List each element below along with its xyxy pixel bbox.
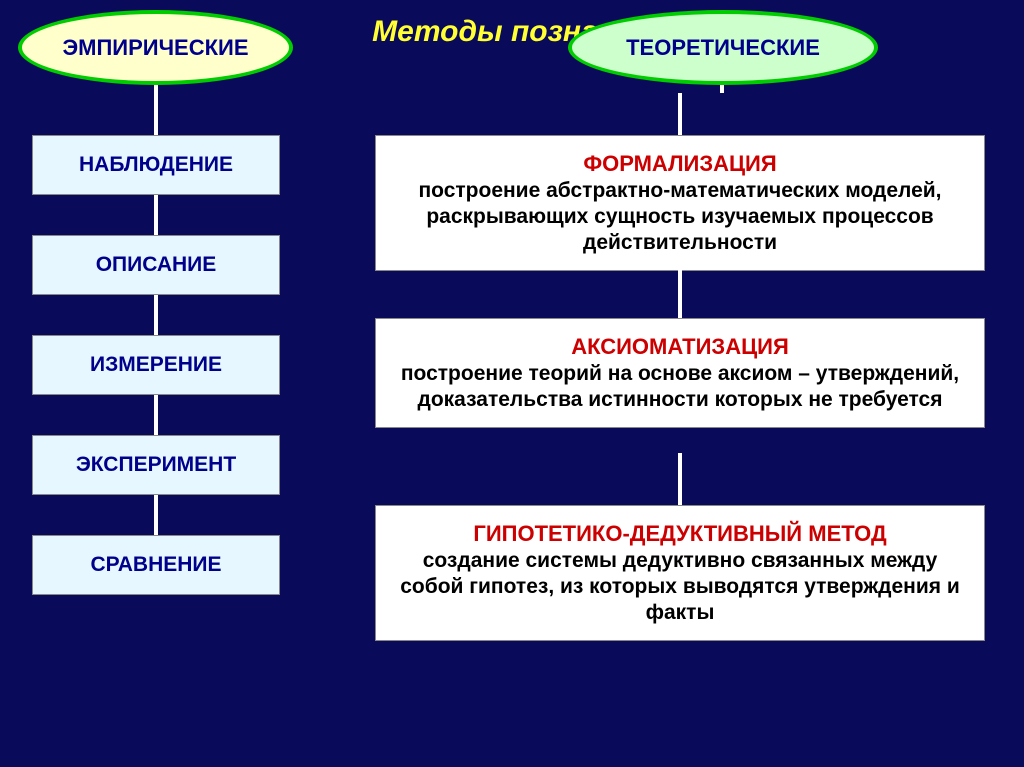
theoretical-box-0: ФОРМАЛИЗАЦИЯпостроение абстрактно-матема… [375,135,985,271]
empirical-box-4: СРАВНЕНИЕ [32,535,280,595]
theoretical-ellipse: ТЕОРЕТИЧЕСКИЕ [568,10,878,85]
connector-left-2 [154,295,158,335]
empirical-box-0: НАБЛЮДЕНИЕ [32,135,280,195]
empirical-box-1: ОПИСАНИЕ [32,235,280,295]
connector-left-3 [154,395,158,435]
connector-left-0 [154,93,158,135]
theoretical-desc-2: создание системы дедуктивно связанных ме… [396,548,964,627]
theoretical-desc-0: построение абстрактно-математических мод… [396,178,964,257]
theoretical-ellipse-label: ТЕОРЕТИЧЕСКИЕ [626,35,820,61]
connector-right-2 [678,453,682,505]
empirical-ellipse-label: ЭМПИРИЧЕСКИЕ [62,35,248,61]
connector-right-0 [678,93,682,135]
connector-left-1 [154,195,158,235]
stem-left [154,85,158,93]
theoretical-desc-1: построение теорий на основе аксиом – утв… [396,361,964,414]
theoretical-title-0: ФОРМАЛИЗАЦИЯ [396,150,964,178]
empirical-box-3: ЭКСПЕРИМЕНТ [32,435,280,495]
connector-right-1 [678,270,682,318]
connector-left-4 [154,495,158,535]
theoretical-box-1: АКСИОМАТИЗАЦИЯпостроение теорий на основ… [375,318,985,428]
empirical-box-2: ИЗМЕРЕНИЕ [32,335,280,395]
stem-right [720,85,724,93]
theoretical-title-2: ГИПОТЕТИКО-ДЕДУКТИВНЫЙ МЕТОД [396,520,964,548]
theoretical-box-2: ГИПОТЕТИКО-ДЕДУКТИВНЫЙ МЕТОДсоздание сис… [375,505,985,641]
theoretical-title-1: АКСИОМАТИЗАЦИЯ [396,333,964,361]
empirical-ellipse: ЭМПИРИЧЕСКИЕ [18,10,293,85]
